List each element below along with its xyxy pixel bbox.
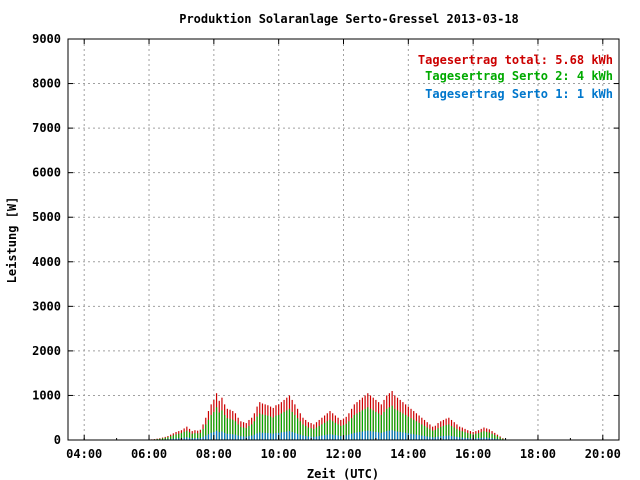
legend-serto1: Tagesertrag Serto 1: 1 kWh (425, 87, 613, 101)
x-tick-label: 14:00 (390, 447, 426, 461)
y-tick-label: 5000 (32, 210, 61, 224)
chart-title: Produktion Solaranlage Serto-Gressel 201… (179, 12, 519, 26)
y-axis-label: Leistung [W] (5, 197, 19, 284)
x-tick-label: 04:00 (66, 447, 102, 461)
bar-area (148, 390, 507, 440)
y-tick-label: 1000 (32, 388, 61, 402)
x-ticks: 04:00 06:00 08:00 10:00 12:00 14:00 16:00 18:00… (66, 39, 621, 461)
y-tick-label: 4000 (32, 255, 61, 269)
x-tick-label: 18:00 (520, 447, 556, 461)
x-tick-label: 08:00 (196, 447, 232, 461)
legend-total: Tagesertrag total: 5.68 kWh (418, 53, 613, 67)
x-tick-label: 16:00 (455, 447, 491, 461)
x-tick-label: 20:00 (585, 447, 621, 461)
y-tick-label: 3000 (32, 299, 61, 313)
x-tick-label: 12:00 (325, 447, 361, 461)
x-tick-label: 06:00 (131, 447, 167, 461)
y-tick-label: 6000 (32, 166, 61, 180)
y-tick-label: 0 (54, 433, 61, 447)
legend-serto2: Tagesertrag Serto 2: 4 kWh (425, 69, 613, 83)
y-tick-label: 7000 (32, 121, 61, 135)
x-tick-label: 10:00 (261, 447, 297, 461)
y-tick-label: 8000 (32, 77, 61, 91)
y-tick-label: 2000 (32, 344, 61, 358)
x-axis-label: Zeit (UTC) (307, 467, 379, 480)
legend: Tagesertrag total: 5.68 kWh Tagesertrag … (418, 53, 613, 101)
y-ticks: 0 1000 2000 3000 4000 5000 6000 7000 8000 9000 (32, 32, 619, 447)
y-tick-label: 9000 (32, 32, 61, 46)
grid-lines (68, 39, 619, 440)
